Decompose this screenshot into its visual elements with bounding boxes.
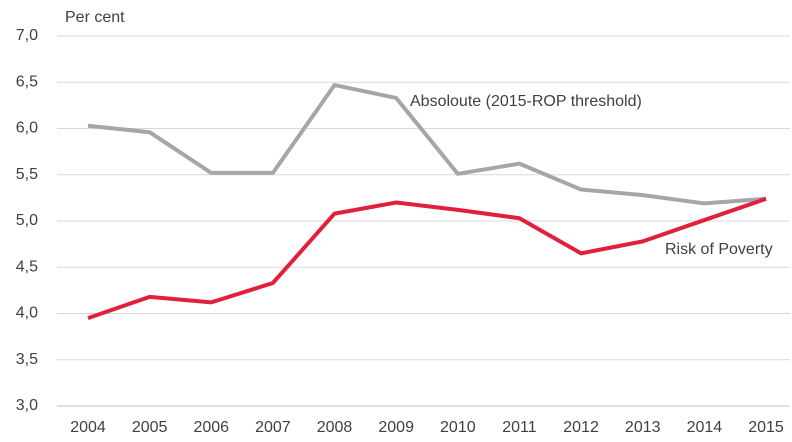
series-label: Risk of Poverty: [665, 241, 773, 258]
x-tick-label: 2008: [317, 419, 353, 436]
series-line: [87, 83, 767, 206]
x-tick-label: 2014: [687, 419, 723, 436]
y-tick-label: 3,0: [16, 397, 38, 414]
y-tick-label: 5,5: [16, 166, 38, 183]
x-tick-label: 2015: [748, 419, 784, 436]
x-tick-label: 2012: [563, 419, 599, 436]
y-tick-label: 3,5: [16, 351, 38, 368]
x-tick-label: 2009: [378, 419, 414, 436]
x-tick-label: 2013: [625, 419, 661, 436]
y-tick-label: 4,0: [16, 305, 38, 322]
series-line: [87, 196, 767, 321]
y-tick-label: 6,5: [16, 73, 38, 90]
y-tick-label: 7,0: [16, 27, 38, 44]
x-tick-label: 2006: [193, 419, 229, 436]
y-tick-label: 5,0: [16, 212, 38, 229]
x-tick-label: 2010: [440, 419, 476, 436]
y-tick-label: 4,5: [16, 258, 38, 275]
y-tick-label: 6,0: [16, 120, 38, 137]
series-label: Absoloute (2015-ROP threshold): [410, 93, 642, 110]
x-tick-label: 2004: [70, 419, 106, 436]
x-tick-label: 2007: [255, 419, 291, 436]
x-tick-label: 2011: [502, 419, 537, 436]
y-axis-label: Per cent: [65, 9, 125, 26]
x-tick-label: 2005: [132, 419, 168, 436]
